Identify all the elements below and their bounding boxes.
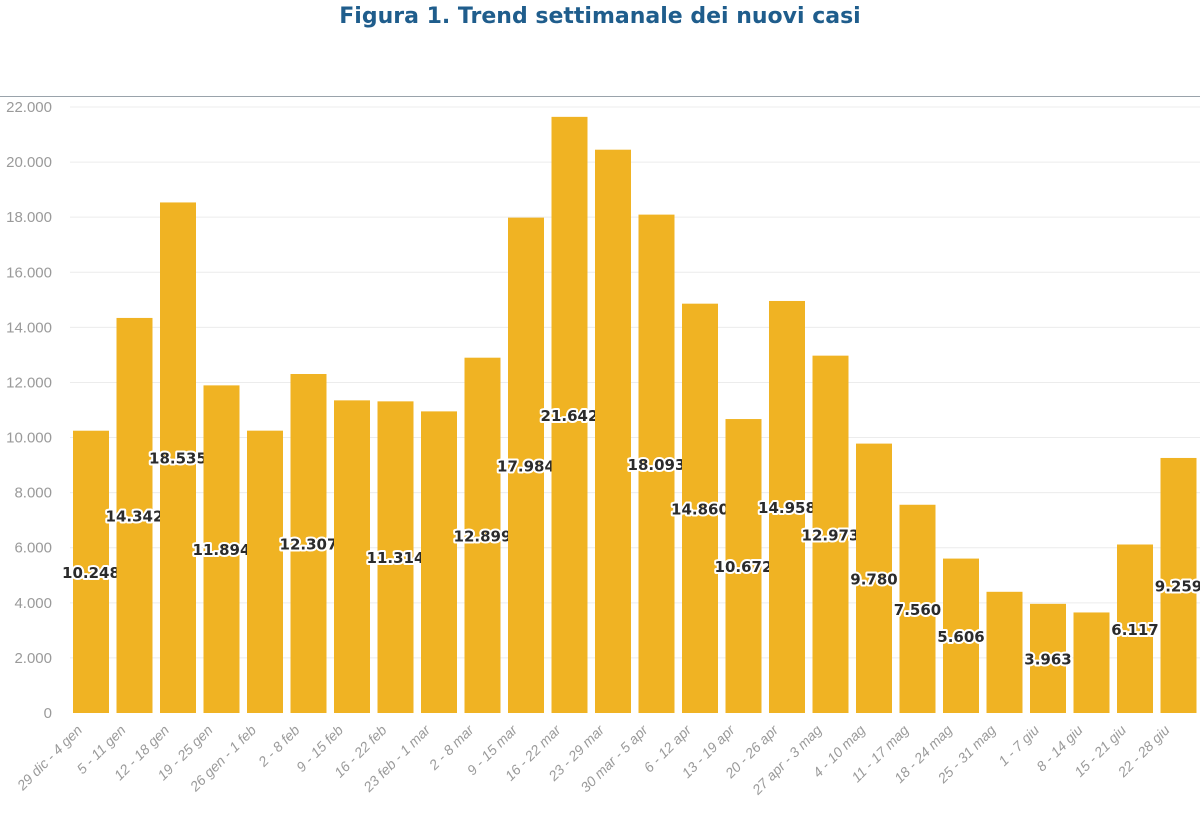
- bar: [943, 558, 979, 713]
- bar: [1030, 603, 1066, 713]
- data-label: 10.248: [62, 564, 120, 582]
- bar: [1117, 544, 1153, 713]
- data-label: 12.307: [280, 535, 338, 553]
- bar: [595, 149, 631, 714]
- data-label: 5.606: [937, 628, 984, 646]
- bar: [1073, 612, 1110, 713]
- bar: [203, 385, 240, 713]
- y-tick-label: 12.000: [6, 374, 52, 391]
- bar: [290, 373, 327, 713]
- data-label: 12.973: [802, 526, 860, 544]
- y-tick-label: 14.000: [6, 319, 52, 336]
- bar: [986, 591, 1023, 713]
- x-tick-label: 29 dic - 4 gen: [13, 722, 85, 794]
- data-label: 18.535: [149, 450, 207, 468]
- bar: [116, 317, 153, 713]
- bar: [508, 217, 544, 713]
- y-tick-label: 0: [44, 705, 52, 722]
- bar: [551, 116, 588, 714]
- bar: [1160, 457, 1197, 713]
- bar: [725, 419, 762, 713]
- data-label: 3.963: [1024, 650, 1071, 668]
- data-label: 17.984: [497, 457, 555, 475]
- y-tick-label: 8.000: [14, 485, 52, 502]
- y-tick-label: 18.000: [6, 209, 52, 226]
- data-label: 14.958: [758, 499, 816, 517]
- y-tick-label: 2.000: [14, 650, 52, 667]
- data-label: 14.342: [106, 507, 164, 525]
- bar: [856, 443, 892, 713]
- bar: [160, 202, 196, 713]
- bar: [421, 411, 457, 713]
- y-tick-label: 10.000: [6, 430, 52, 447]
- data-label: 14.860: [671, 500, 729, 518]
- bar: [769, 300, 805, 713]
- y-tick-label: 4.000: [14, 595, 52, 612]
- bar: [812, 355, 849, 713]
- data-label: 9.780: [850, 570, 897, 588]
- bar: [682, 303, 718, 713]
- bar: [638, 214, 675, 713]
- data-label: 18.093: [628, 456, 686, 474]
- data-label: 9.259: [1155, 577, 1200, 595]
- y-tick-label: 22.000: [6, 99, 52, 116]
- y-tick-label: 20.000: [6, 154, 52, 171]
- bar: [899, 504, 936, 713]
- bar: [73, 430, 109, 713]
- data-label: 10.672: [715, 558, 773, 576]
- data-label: 7.560: [894, 601, 941, 619]
- data-label: 11.894: [193, 541, 251, 559]
- y-tick-label: 6.000: [14, 540, 52, 557]
- data-label: 11.314: [367, 549, 425, 567]
- data-label: 6.117: [1111, 621, 1158, 639]
- data-label: 21.642: [541, 407, 599, 425]
- bar: [247, 430, 283, 713]
- bar: [334, 400, 370, 713]
- bar: [464, 357, 501, 713]
- chart-title: Figura 1. Trend settimanale dei nuovi ca…: [339, 4, 861, 29]
- top-border: [0, 96, 1200, 97]
- data-label: 12.899: [454, 527, 512, 545]
- y-tick-label: 16.000: [6, 264, 52, 281]
- bar: [377, 401, 414, 713]
